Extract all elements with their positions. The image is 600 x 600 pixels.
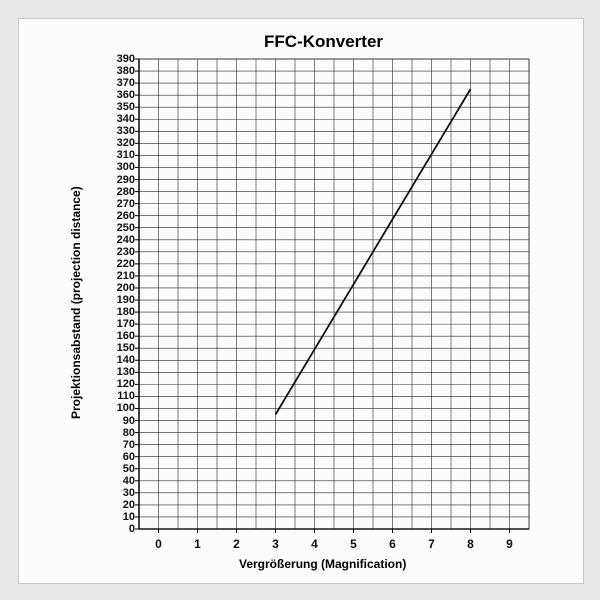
y-tick: 330 — [109, 125, 135, 137]
y-tick: 110 — [109, 390, 135, 402]
y-tick: 140 — [109, 354, 135, 366]
y-tick: 80 — [109, 427, 135, 439]
y-tick: 190 — [109, 294, 135, 306]
chart-title: FFC-Konverter — [264, 32, 383, 52]
x-tick: 7 — [428, 537, 435, 551]
y-tick: 90 — [109, 415, 135, 427]
x-tick: 3 — [272, 537, 279, 551]
x-tick: 2 — [233, 537, 240, 551]
y-tick: 30 — [109, 487, 135, 499]
y-tick: 40 — [109, 475, 135, 487]
x-tick: 4 — [311, 537, 318, 551]
y-tick: 200 — [109, 282, 135, 294]
x-tick: 9 — [506, 537, 513, 551]
x-tick: 8 — [467, 537, 474, 551]
x-tick: 0 — [155, 537, 162, 551]
y-tick: 270 — [109, 198, 135, 210]
x-tick: 5 — [350, 537, 357, 551]
plot-area — [139, 59, 529, 529]
y-tick: 60 — [109, 451, 135, 463]
y-tick: 320 — [109, 137, 135, 149]
y-tick: 380 — [109, 65, 135, 77]
y-tick: 180 — [109, 306, 135, 318]
y-tick: 230 — [109, 246, 135, 258]
x-tick: 6 — [389, 537, 396, 551]
y-tick: 290 — [109, 174, 135, 186]
y-tick: 280 — [109, 186, 135, 198]
y-tick: 70 — [109, 439, 135, 451]
y-tick: 120 — [109, 378, 135, 390]
y-tick: 370 — [109, 77, 135, 89]
y-tick: 310 — [109, 149, 135, 161]
y-tick: 360 — [109, 89, 135, 101]
y-tick: 250 — [109, 222, 135, 234]
y-tick: 170 — [109, 318, 135, 330]
y-tick: 50 — [109, 463, 135, 475]
y-tick: 240 — [109, 234, 135, 246]
x-axis-label: Vergrößerung (Magnification) — [239, 557, 406, 571]
y-tick: 350 — [109, 101, 135, 113]
chart-frame: FFC-Konverter Projektionsabstand (projec… — [18, 18, 584, 584]
y-tick: 390 — [109, 53, 135, 65]
x-tick: 1 — [194, 537, 201, 551]
y-tick: 10 — [109, 511, 135, 523]
y-tick: 340 — [109, 113, 135, 125]
y-tick: 260 — [109, 210, 135, 222]
y-tick: 130 — [109, 366, 135, 378]
y-axis-label: Projektionsabstand (projection distance) — [69, 186, 83, 419]
y-tick: 20 — [109, 499, 135, 511]
y-tick: 100 — [109, 402, 135, 414]
y-tick: 160 — [109, 330, 135, 342]
y-tick: 150 — [109, 342, 135, 354]
y-tick: 0 — [109, 523, 135, 535]
y-tick: 300 — [109, 161, 135, 173]
y-tick: 210 — [109, 270, 135, 282]
y-tick: 220 — [109, 258, 135, 270]
